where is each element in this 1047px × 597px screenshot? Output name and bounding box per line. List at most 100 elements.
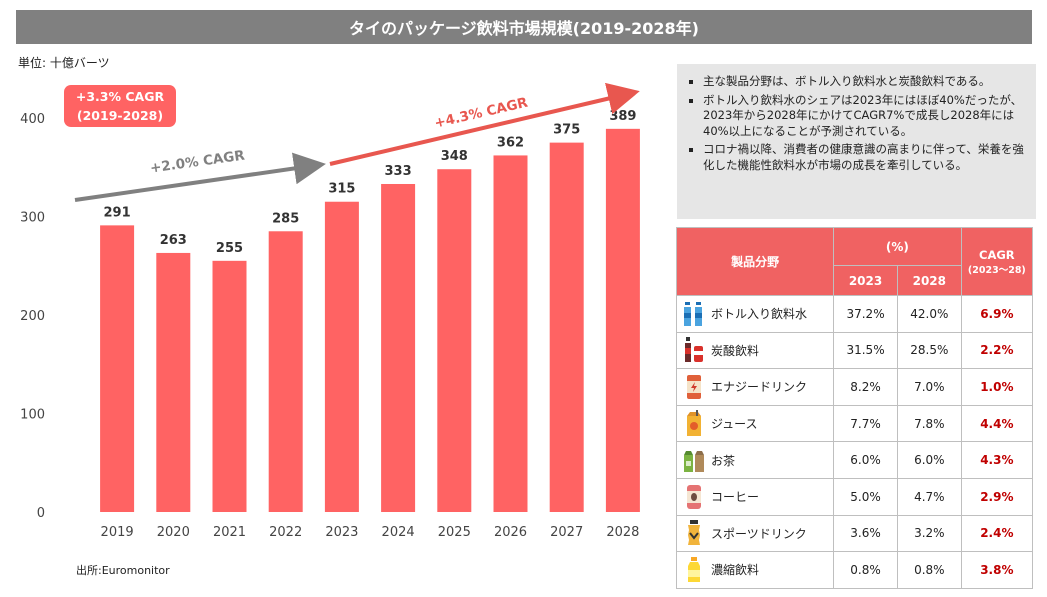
y-tick-label: 300 [20, 211, 45, 226]
share-2028: 4.7% [896, 477, 962, 516]
header-cagr: CAGR (2023～28) [960, 227, 1034, 296]
tea-icon [677, 446, 711, 474]
table-row: スポーツドリンク 3.6% 3.2% 2.4% [675, 514, 1034, 553]
bar [324, 201, 359, 512]
segment-cell: コーヒー [675, 477, 835, 516]
share-2023: 5.0% [833, 477, 898, 516]
header-cagr-label: CAGR [979, 247, 1015, 262]
share-2023: 8.2% [833, 368, 898, 406]
share-2028: 42.0% [896, 295, 962, 333]
segment-cagr: 2.2% [960, 331, 1034, 370]
segment-cagr: 4.4% [960, 404, 1034, 443]
share-2023: 6.0% [833, 441, 898, 479]
segment-cagr: 4.3% [960, 441, 1034, 479]
header-share: (%) [833, 227, 962, 266]
segment-cell: ジュース [675, 404, 835, 443]
data-label: 333 [385, 164, 412, 179]
bar [493, 155, 528, 512]
juice-icon [677, 409, 711, 438]
segment-table: 製品分野 (%) CAGR (2023～28) 2023 2028 ボトル入り飲… [675, 227, 1034, 589]
bar [100, 225, 135, 513]
table-row: エナジードリンク 8.2% 7.0% 1.0% [675, 368, 1034, 406]
segment-cagr: 2.9% [960, 477, 1034, 516]
data-label: 255 [216, 241, 243, 256]
x-tick-label: 2020 [157, 525, 190, 540]
segment-cell: ボトル入り飲料水 [675, 295, 835, 333]
y-tick-label: 100 [20, 408, 45, 423]
cagr-arrow-2023-2028 [329, 82, 640, 166]
table-row: コーヒー 5.0% 4.7% 2.9% [675, 477, 1034, 516]
share-2028: 0.8% [896, 551, 962, 589]
share-2023: 3.6% [833, 514, 898, 553]
y-tick-label: 200 [20, 309, 45, 324]
header-segment: 製品分野 [675, 227, 835, 296]
x-tick-label: 2019 [101, 525, 134, 540]
segment-name: スポーツドリンク [711, 526, 807, 541]
cagr-arrow-2019-2023 [74, 152, 326, 202]
x-tick-label: 2027 [550, 525, 583, 540]
x-tick-label: 2026 [494, 525, 527, 540]
coffee-icon [677, 483, 711, 511]
table-row: 炭酸飲料 31.5% 28.5% 2.2% [675, 331, 1034, 370]
segment-name: お茶 [711, 453, 736, 468]
data-label: 389 [609, 109, 636, 124]
segment-cell: エナジードリンク [675, 368, 835, 406]
segment-cagr: 2.4% [960, 514, 1034, 553]
overall-cagr-label: +3.3% CAGR [76, 89, 165, 104]
segment-name: ジュース [711, 417, 758, 432]
table-row: 濃縮飲料 0.8% 0.8% 3.8% [675, 551, 1034, 589]
x-tick-label: 2025 [438, 525, 471, 540]
segment-name: 炭酸飲料 [711, 343, 760, 358]
cagr-label-first: +2.0% CAGR [149, 147, 246, 176]
segment-cell: 炭酸飲料 [675, 331, 835, 370]
table-row: ボトル入り飲料水 37.2% 42.0% 6.9% [675, 295, 1034, 333]
bar [268, 231, 303, 512]
y-tick-label: 400 [20, 112, 45, 127]
header-2023: 2023 [833, 265, 898, 296]
segment-name: コーヒー [711, 490, 760, 505]
unit-label: 単位: 十億バーツ [18, 56, 110, 70]
notes-box: 主な製品分野は、ボトル入り飲料水と炭酸飲料である。 ボトル入り飲料水のシェアは2… [677, 64, 1036, 219]
bar [212, 260, 247, 512]
share-2028: 3.2% [896, 514, 962, 553]
data-label: 315 [328, 182, 355, 197]
segment-cagr: 1.0% [960, 368, 1034, 406]
data-label: 291 [104, 205, 131, 220]
sports-drink-icon [677, 519, 711, 547]
share-2023: 31.5% [833, 331, 898, 370]
data-label: 263 [160, 233, 187, 248]
bottled-water-icon [677, 300, 711, 328]
segment-name: エナジードリンク [711, 380, 808, 395]
table-row: お茶 6.0% 6.0% 4.3% [675, 441, 1034, 479]
data-label: 375 [553, 123, 580, 138]
segment-name: 濃縮飲料 [711, 563, 760, 578]
bar [549, 142, 584, 512]
data-label: 348 [441, 149, 468, 164]
table-row: ジュース 7.7% 7.8% 4.4% [675, 404, 1034, 443]
overall-cagr-badge [64, 85, 176, 127]
share-2023: 0.8% [833, 551, 898, 589]
segment-cagr: 6.9% [960, 295, 1034, 333]
source-note: 出所:Euromonitor [76, 564, 170, 577]
bar [605, 128, 640, 512]
page-title: タイのパッケージ飲料市場規模(2019-2028年) [16, 10, 1032, 44]
x-tick-label: 2023 [325, 525, 358, 540]
segment-cell: 濃縮飲料 [675, 551, 835, 589]
share-2023: 7.7% [833, 404, 898, 443]
bar-chart-svg: 0 100 200 300 400 291 2019 263 2020 255 2021 285 202… [20, 82, 640, 540]
share-2028: 7.0% [896, 368, 962, 406]
y-tick-label: 0 [37, 506, 45, 521]
market-size-chart: 0 100 200 300 400 291 2019 263 2020 255 2021 285 202… [20, 82, 640, 540]
bar [381, 183, 416, 512]
x-tick-label: 2022 [269, 525, 302, 540]
energy-drink-icon [677, 373, 711, 401]
data-label: 362 [497, 135, 524, 150]
header-2028: 2028 [896, 265, 962, 296]
note-item: コロナ禍以降、消費者の健康意識の高まりに伴って、栄養を強化した機能性飲料水が市場… [685, 142, 1026, 173]
x-tick-label: 2024 [382, 525, 415, 540]
bar [156, 252, 191, 512]
segment-cell: お茶 [675, 441, 835, 479]
share-2028: 28.5% [896, 331, 962, 370]
segment-cagr: 3.8% [960, 551, 1034, 589]
data-label: 285 [272, 211, 299, 226]
